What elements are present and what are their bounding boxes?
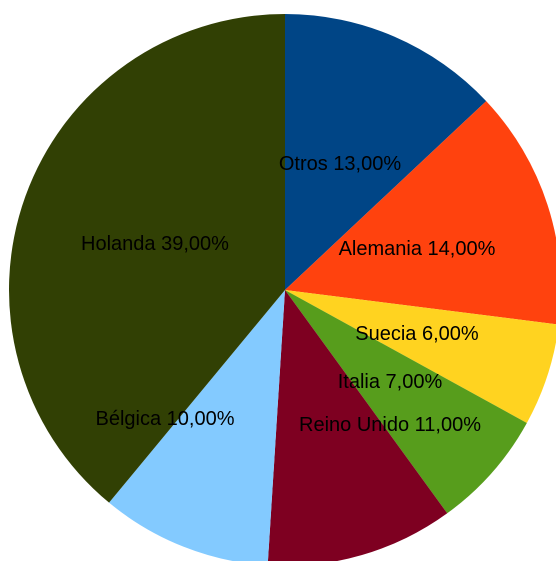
value-label: 39,00% bbox=[161, 233, 229, 255]
pie-slice bbox=[285, 290, 527, 514]
category-label: Italia bbox=[338, 371, 381, 393]
slice-label: Alemania 14,00% bbox=[339, 238, 496, 260]
slice-label: Italia 7,00% bbox=[338, 371, 443, 393]
pie-slice bbox=[285, 14, 487, 290]
slice-label: Reino Unido 11,00% bbox=[299, 414, 481, 436]
category-label: Reino Unido bbox=[299, 414, 409, 436]
value-label: 10,00% bbox=[167, 408, 235, 430]
category-label: Holanda bbox=[81, 233, 156, 255]
pie-slice bbox=[109, 290, 285, 561]
value-label: 14,00% bbox=[428, 238, 496, 260]
slice-label: Otros 13,00% bbox=[279, 153, 402, 175]
category-label: Otros bbox=[279, 153, 328, 175]
pie-slice bbox=[9, 14, 286, 503]
value-label: 13,00% bbox=[333, 153, 401, 175]
value-label: 11,00% bbox=[415, 414, 482, 436]
category-label: Suecia bbox=[355, 323, 417, 345]
value-label: 7,00% bbox=[386, 371, 443, 393]
category-label: Bélgica bbox=[95, 408, 161, 430]
value-label: 6,00% bbox=[422, 323, 479, 345]
slice-label: Suecia 6,00% bbox=[355, 323, 479, 345]
slice-label: Bélgica 10,00% bbox=[95, 408, 234, 430]
pie-slice bbox=[267, 290, 448, 561]
pie-slice bbox=[285, 101, 556, 325]
category-label: Alemania bbox=[339, 238, 423, 260]
slice-label: Holanda 39,00% bbox=[81, 233, 229, 255]
pie-slice bbox=[285, 290, 556, 423]
